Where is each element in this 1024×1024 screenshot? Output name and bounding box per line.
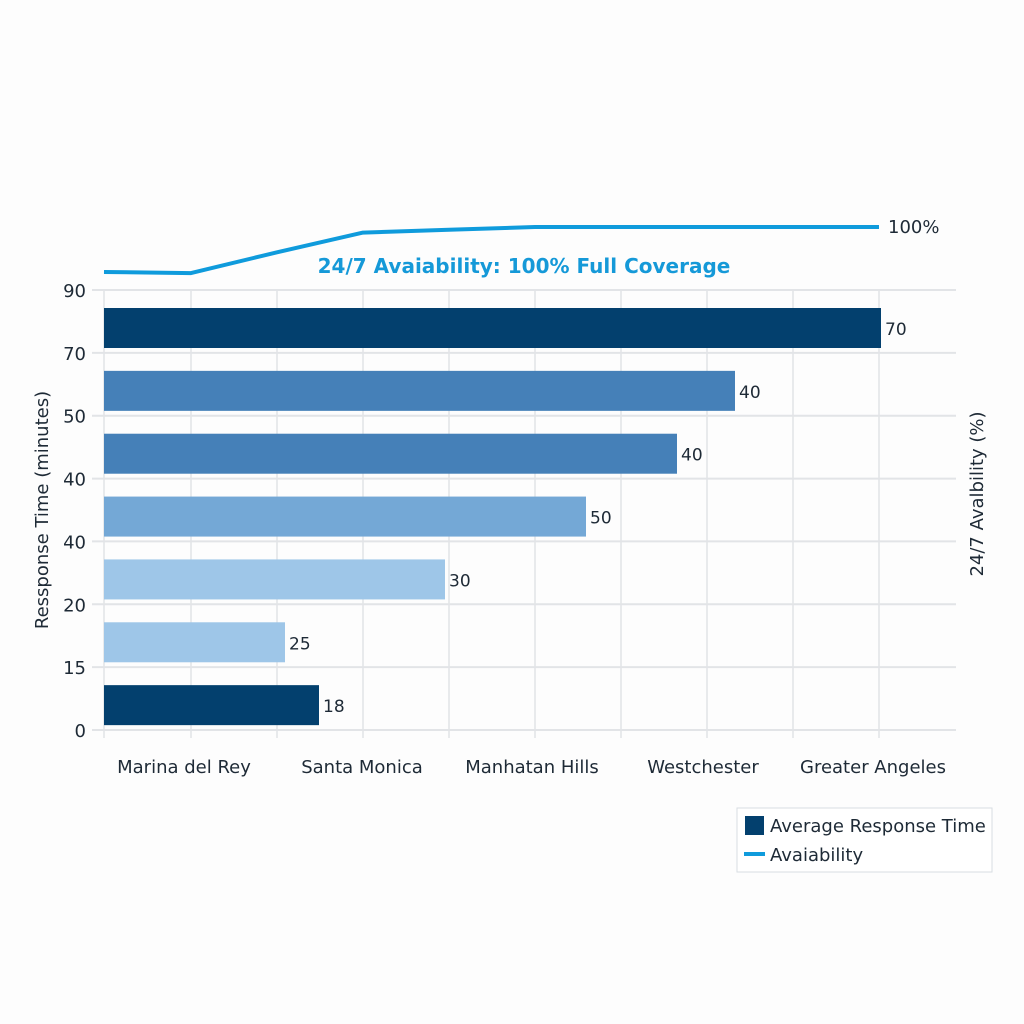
availability-line-group (103, 225, 880, 276)
bar-value-label: 25 (289, 634, 311, 654)
line-end-label: 100% (888, 217, 939, 238)
bar (104, 685, 319, 726)
y-axis-ticks: 90 70 50 40 40 20 15 0 (63, 281, 86, 742)
x-category-label: Santa Monica (301, 757, 423, 778)
legend-box (736, 807, 993, 873)
y-tick-label: 0 (75, 721, 86, 742)
x-category-label: Manhatan Hills (465, 757, 599, 778)
bar (104, 559, 445, 600)
x-category-label: Marina del Rey (117, 757, 251, 778)
legend-label-availability: Avaiability (770, 845, 863, 866)
x-category-label: Westchester (647, 757, 759, 778)
bar-value-label: 40 (681, 446, 703, 466)
bar-value-label: 70 (885, 320, 907, 340)
bar (104, 370, 735, 411)
annotation: 24/7 Avaiability: 100% Full Coverage (318, 254, 731, 278)
y-axis-label: Ressponse Time (minutes) (32, 391, 53, 629)
bar (104, 433, 677, 474)
x-category-label: Greater Angeles (800, 757, 946, 778)
legend-swatch-bar (745, 816, 764, 835)
y-tick-label: 90 (63, 281, 86, 302)
legend-label-response: Average Response Time (770, 816, 986, 837)
y-tick-label: 40 (63, 532, 86, 553)
bar-value-label: 40 (739, 383, 761, 403)
availability-line (103, 225, 879, 276)
bar-value-label: 50 (590, 509, 612, 529)
x-axis-categories: Marina del Rey Santa Monica Manhatan Hills… (117, 757, 946, 778)
bar-value-label: 30 (449, 571, 471, 591)
legend-swatch-line (744, 852, 765, 856)
bar-value-label: 18 (323, 697, 345, 717)
y-tick-label: 20 (63, 595, 86, 616)
bar (104, 622, 285, 663)
y-tick-label: 40 (63, 470, 86, 491)
legend: Average Response Time Avaiability (736, 807, 993, 873)
bar (104, 308, 881, 348)
bar (104, 496, 586, 537)
y-tick-label: 15 (63, 658, 86, 679)
y2-axis-label: 24/7 Avalbility (%) (967, 411, 988, 576)
bars: 70 40 40 50 30 25 18 (104, 308, 907, 726)
y-tick-label: 70 (63, 344, 86, 365)
y-tick-label: 50 (63, 407, 86, 428)
